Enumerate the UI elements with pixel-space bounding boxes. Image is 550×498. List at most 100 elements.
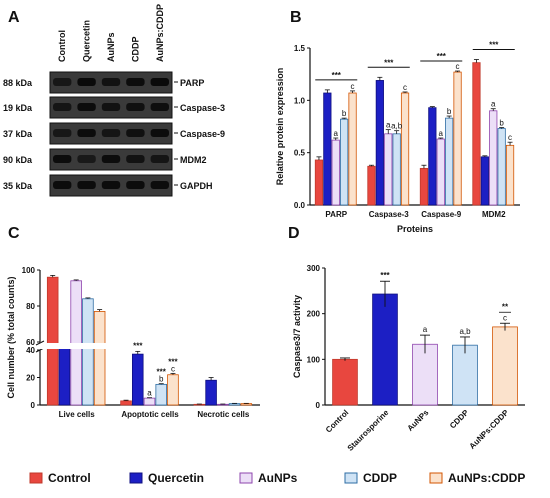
blot-band [126,103,145,111]
x-tick-label: AuNPs [405,408,430,433]
bar [332,358,358,406]
x-tick-label: MDM2 [482,210,506,219]
bar [489,110,498,206]
legend-label: Control [48,471,91,485]
significance-marker: *** [157,368,167,377]
x-axis-title: Proteins [397,224,433,234]
bar [58,347,71,406]
blot-band [126,129,145,137]
blot-protein-label: PARP [180,78,204,88]
legend-swatch [429,472,443,484]
blot-band [101,155,121,163]
bar [453,71,462,206]
legend-swatch [239,472,253,484]
y-tick-label: 40 [26,346,35,355]
blot-column-label: AuNPs [106,32,116,62]
legend-label: AuNPs:CDDP [448,471,525,485]
blot-band [53,103,72,111]
blot-band [101,181,121,189]
group-letter: c [503,313,507,322]
blot-band [150,78,169,86]
bar [340,118,349,206]
blot-kda-label: 35 kDa [3,181,33,191]
blot-kda-label: 19 kDa [3,103,33,113]
significance-marker: *** [133,341,143,350]
blot-band [126,155,145,163]
blot-kda-label: 37 kDa [3,129,33,139]
blot-protein-label: GAPDH [180,181,213,191]
x-tick-label: Necrotic cells [197,410,250,419]
x-tick-label: Live cells [59,410,96,419]
blot-band [77,129,96,137]
significance-marker: *** [384,58,394,67]
group-letter: a [334,129,339,138]
bar [419,167,429,206]
panel-letter-d: D [288,225,300,242]
bar [240,403,253,406]
blot-protein-label: Caspase-9 [180,129,225,139]
bar [472,62,481,206]
y-tick-label: 0.0 [294,201,306,210]
blot-band [77,78,96,86]
y-axis-title: Relative protein expression [275,68,285,186]
panel-b-protein-expression-chart: B 0.0 0.5 1.0 1.5 Relative protein expression… [275,9,520,234]
y-tick-label: 1.5 [294,44,306,53]
group-letter: b [342,109,347,118]
significance-marker: *** [332,71,342,80]
group-letter: a [423,325,428,334]
significance-marker: *** [168,357,178,366]
bar [131,353,144,406]
blot-kda-label: 90 kDa [3,155,33,165]
bar [400,92,410,206]
bar [82,298,94,406]
significance-marker: *** [437,52,447,61]
figure-legend: Control Quercetin AuNPs CDDP AuNPs:CDDP [29,471,525,485]
x-tick-label: Control [324,408,350,434]
x-tick-label: PARP [325,210,347,219]
blot-column-label: Quercetin [82,20,92,62]
x-tick-label: AuNPs:CDDP [468,408,511,451]
bar [314,159,324,206]
legend-label: CDDP [363,471,397,485]
panel-letter-a: A [8,9,20,26]
bar [348,92,357,206]
y-tick-label: 0.5 [294,149,306,158]
bar [143,397,156,406]
bar [331,139,340,206]
blot-band [101,103,121,111]
blot-band [53,181,72,189]
group-letter: c [403,83,407,92]
y-tick-label: 300 [307,264,321,273]
legend-swatch [129,472,143,484]
blot-column-label: Control [57,30,67,62]
blot-band [150,103,169,111]
group-letter: c [456,62,460,71]
y-tick-label: 200 [307,310,321,319]
y-tick-label: 20 [26,374,35,383]
y-tick-label: 0 [31,401,36,410]
group-letter: c [508,133,512,142]
blot-band [101,129,121,137]
group-letter: b [447,107,452,116]
blot-protein-label: MDM2 [180,155,207,165]
blot-band [77,181,96,189]
group-letter: a [386,121,391,130]
y-tick-label: 1.0 [294,96,306,105]
bar [505,144,515,206]
blot-column-label: AuNPs:CDDP [155,4,165,62]
legend-swatch [344,472,358,484]
panel-letter-c: C [8,225,20,242]
bar [167,374,179,406]
significance-marker: ** [502,302,509,311]
legend-swatch [29,472,43,484]
bar [392,133,401,206]
bar [155,383,168,406]
blot-column-label: CDDP [130,36,140,62]
x-tick-label: CDDP [448,408,471,431]
x-tick-label: Apoptotic cells [121,410,179,419]
axis-break-gap [41,343,261,349]
y-tick-label: 0 [316,401,321,410]
legend-label: Quercetin [148,471,204,485]
